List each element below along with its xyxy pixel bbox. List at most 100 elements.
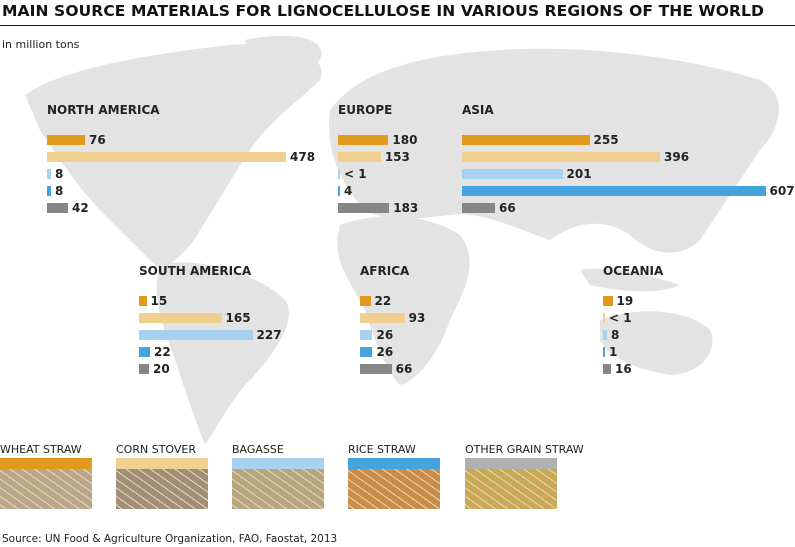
data-label: 255 — [593, 132, 619, 147]
source-note: Source: UN Food & Agriculture Organizati… — [2, 533, 338, 545]
data-label: 19 — [616, 293, 634, 308]
region-africa: AFRICA 22 93 26 26 66 — [360, 264, 425, 377]
bar-rice-straw — [603, 346, 605, 357]
legend-label: CORN STOVER — [116, 443, 196, 456]
bar-wheat-straw — [139, 295, 147, 306]
bar-row: 26 — [360, 326, 425, 343]
bar-row: < 1 — [338, 165, 418, 182]
region-asia: ASIA 255 396 201 607 66 — [462, 103, 795, 216]
map-africa — [337, 216, 470, 385]
data-label: 26 — [376, 327, 394, 342]
bar-wheat-straw — [462, 134, 590, 145]
bar-row: 153 — [338, 148, 418, 165]
bar-row: 42 — [47, 199, 315, 216]
bar-row: 4 — [338, 182, 418, 199]
legend-item: WHEAT STRAW — [0, 443, 92, 509]
region-name: OCEANIA — [603, 264, 664, 278]
page-title: MAIN SOURCE MATERIALS FOR LIGNOCELLULOSE… — [2, 2, 764, 20]
bar-row: 396 — [462, 148, 795, 165]
bar-wheat-straw — [360, 295, 371, 306]
bar-row: 93 — [360, 309, 425, 326]
bar-row: < 1 — [603, 309, 663, 326]
bar-rice-straw — [47, 185, 51, 196]
legend-item: OTHER GRAIN STRAW — [465, 443, 584, 509]
bar-corn-stover — [139, 312, 222, 323]
data-label: 20 — [153, 361, 170, 376]
data-label: 183 — [393, 200, 419, 215]
bar-other-grain-straw — [139, 363, 149, 374]
data-label: 66 — [499, 200, 516, 215]
bar-row: 20 — [139, 360, 282, 377]
data-label: 42 — [72, 200, 89, 215]
region-name: AFRICA — [360, 264, 410, 278]
bar-row: 165 — [139, 309, 282, 326]
bar-row: 66 — [462, 199, 795, 216]
data-label: 8 — [55, 166, 64, 181]
bar-other-grain-straw — [603, 363, 611, 374]
legend-label: BAGASSE — [232, 443, 284, 456]
bar-bagasse — [139, 329, 253, 340]
bar-row: 180 — [338, 131, 418, 148]
data-label: 16 — [615, 361, 632, 376]
legend-swatch — [465, 458, 557, 469]
bar-row: 15 — [139, 292, 282, 309]
data-label: 180 — [392, 132, 418, 147]
data-label: 93 — [408, 310, 426, 325]
data-label: 8 — [611, 327, 620, 342]
data-label: < 1 — [344, 166, 367, 181]
data-label: 66 — [395, 361, 413, 376]
map-south-america — [156, 262, 290, 445]
data-label: 1 — [609, 344, 618, 359]
map-greenland — [245, 35, 322, 79]
bar-corn-stover — [603, 312, 605, 323]
legend-swatch — [116, 458, 208, 469]
bar-row: 26 — [360, 343, 425, 360]
bar-other-grain-straw — [47, 202, 68, 213]
bar-row: 66 — [360, 360, 425, 377]
data-label: 22 — [154, 344, 171, 359]
data-label: 153 — [384, 149, 410, 164]
data-label: 607 — [769, 183, 795, 198]
bar-wheat-straw — [603, 295, 613, 306]
bar-other-grain-straw — [360, 363, 392, 374]
bar-rice-straw — [139, 346, 150, 357]
bar-row: 76 — [47, 131, 315, 148]
bar-wheat-straw — [338, 134, 389, 145]
bar-row: 8 — [47, 165, 315, 182]
bar-row: 201 — [462, 165, 795, 182]
legend-item: BAGASSE — [232, 443, 324, 509]
legend-label: RICE STRAW — [348, 443, 416, 456]
bar-other-grain-straw — [338, 202, 390, 213]
region-south-america: SOUTH AMERICA 15 165 227 22 20 — [139, 264, 282, 377]
bar-row: 478 — [47, 148, 315, 165]
bar-bagasse — [603, 329, 607, 340]
bar-corn-stover — [47, 151, 286, 162]
region-name: SOUTH AMERICA — [139, 264, 252, 278]
bar-row: 1 — [603, 343, 663, 360]
material-photo — [116, 469, 208, 509]
bar-row: 16 — [603, 360, 663, 377]
material-photo — [348, 469, 440, 509]
data-label: 15 — [150, 293, 168, 308]
bar-rice-straw — [360, 346, 373, 357]
region-europe: EUROPE 180 153 < 1 4 183 — [338, 103, 418, 216]
bar-row: 22 — [360, 292, 425, 309]
bar-row: 607 — [462, 182, 795, 199]
bar-corn-stover — [462, 151, 660, 162]
data-label: 227 — [256, 327, 282, 342]
map-eurasia — [329, 48, 779, 253]
bar-corn-stover — [360, 312, 405, 323]
bar-other-grain-straw — [462, 202, 495, 213]
bar-corn-stover — [338, 151, 381, 162]
bar-row: 22 — [139, 343, 282, 360]
data-label: 26 — [376, 344, 394, 359]
bar-rice-straw — [338, 185, 340, 196]
data-label: 76 — [89, 132, 106, 147]
data-label: < 1 — [609, 310, 632, 325]
region-name: EUROPE — [338, 103, 393, 117]
unit-label: in million tons — [2, 38, 80, 51]
material-photo — [0, 469, 92, 509]
data-label: 8 — [55, 183, 64, 198]
data-label: 396 — [664, 149, 690, 164]
